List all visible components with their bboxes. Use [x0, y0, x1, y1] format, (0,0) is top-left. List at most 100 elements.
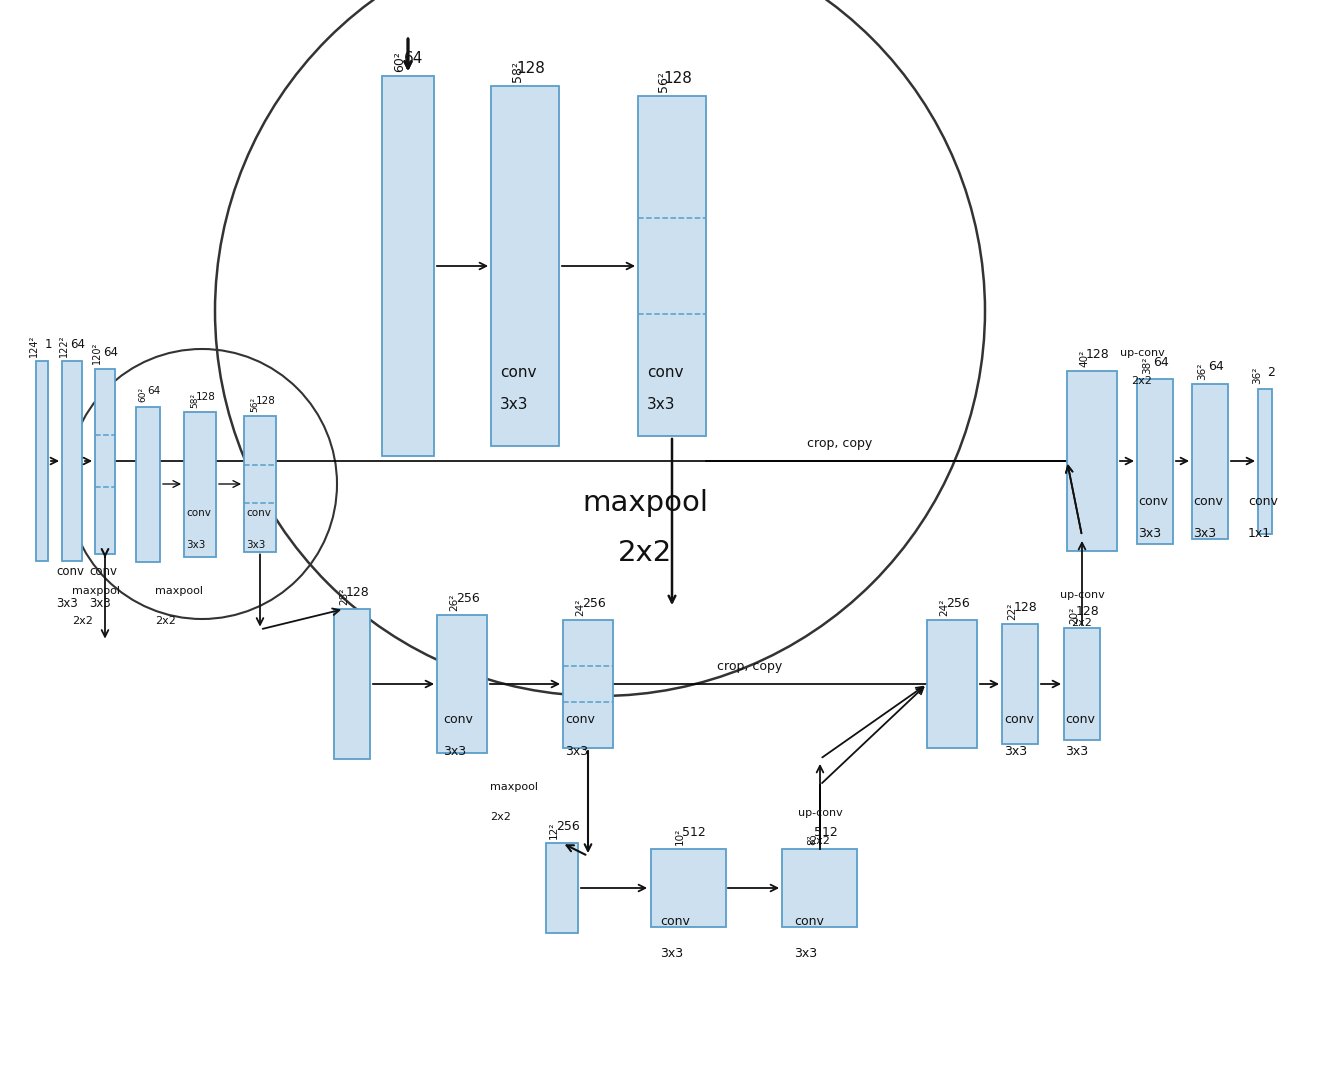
Bar: [381, 76, 434, 456]
Text: 3x3: 3x3: [500, 397, 528, 411]
Bar: [95, 369, 115, 553]
Text: 128: 128: [516, 61, 545, 76]
Text: up-conv: up-conv: [1060, 589, 1105, 600]
Text: 128: 128: [664, 71, 693, 86]
Bar: [244, 417, 276, 551]
Text: 3x3: 3x3: [55, 597, 78, 610]
Text: 3x3: 3x3: [246, 540, 265, 550]
Text: 64: 64: [1154, 355, 1170, 369]
Text: conv: conv: [1138, 495, 1168, 508]
Text: 26²: 26²: [449, 594, 459, 611]
Text: 64: 64: [70, 338, 86, 351]
Text: 512: 512: [682, 826, 706, 839]
Text: conv: conv: [647, 365, 684, 379]
Text: 36²: 36²: [1251, 367, 1262, 385]
Bar: [62, 361, 82, 561]
Text: 3x3: 3x3: [88, 597, 111, 610]
Text: conv: conv: [246, 508, 271, 518]
Bar: [927, 620, 977, 748]
Bar: [136, 406, 160, 562]
Text: 24²: 24²: [576, 599, 585, 616]
Text: 3x3: 3x3: [1138, 527, 1162, 540]
Text: 128: 128: [1076, 605, 1100, 618]
Text: conv: conv: [660, 915, 690, 928]
Text: 128: 128: [1086, 348, 1110, 361]
Text: conv: conv: [444, 713, 473, 726]
Text: 3x3: 3x3: [647, 397, 676, 411]
Text: 10²: 10²: [675, 828, 685, 845]
Text: 60²: 60²: [139, 387, 148, 403]
Text: 2x2: 2x2: [1072, 618, 1093, 628]
Text: 2: 2: [1267, 366, 1275, 378]
Bar: [1002, 624, 1038, 744]
Text: 56²: 56²: [251, 398, 260, 413]
Text: crop, copy: crop, copy: [808, 437, 873, 450]
Text: 256: 256: [946, 597, 970, 610]
Text: conv: conv: [565, 713, 595, 726]
Text: 120²: 120²: [92, 342, 102, 365]
Text: maxpool: maxpool: [73, 586, 120, 596]
Text: conv: conv: [1005, 713, 1034, 726]
Text: maxpool: maxpool: [154, 586, 203, 596]
Text: maxpool: maxpool: [582, 489, 708, 517]
Text: conv: conv: [88, 565, 117, 578]
Text: 128: 128: [197, 391, 216, 402]
Text: 1: 1: [45, 338, 51, 351]
Bar: [334, 609, 370, 759]
Text: 3x3: 3x3: [660, 947, 684, 960]
Bar: [1064, 628, 1100, 740]
Text: maxpool: maxpool: [490, 782, 539, 792]
Text: 3x3: 3x3: [1005, 745, 1027, 758]
Bar: [491, 86, 558, 446]
Text: 3x3: 3x3: [795, 947, 817, 960]
Text: 3x3: 3x3: [444, 745, 466, 758]
Bar: [36, 361, 48, 561]
Bar: [183, 411, 216, 556]
Text: conv: conv: [1193, 495, 1222, 508]
Bar: [546, 843, 578, 933]
Text: 256: 256: [457, 592, 480, 605]
Text: conv: conv: [795, 915, 824, 928]
Text: 2x2: 2x2: [618, 539, 672, 567]
Text: 3x3: 3x3: [565, 745, 589, 758]
Bar: [638, 96, 706, 436]
Text: 40²: 40²: [1078, 350, 1089, 367]
Bar: [437, 615, 487, 753]
Text: 2x2: 2x2: [154, 616, 176, 626]
Text: 28²: 28²: [339, 587, 348, 605]
Bar: [1192, 384, 1228, 538]
Text: conv: conv: [186, 508, 211, 518]
Text: crop, copy: crop, copy: [717, 660, 783, 673]
Text: 64: 64: [103, 345, 119, 358]
Text: 256: 256: [582, 597, 606, 610]
Text: 3x3: 3x3: [1193, 527, 1216, 540]
Text: 1x1: 1x1: [1247, 527, 1271, 540]
Text: 58²: 58²: [190, 392, 199, 407]
Text: 8²: 8²: [807, 835, 817, 845]
Text: 22²: 22²: [1007, 602, 1016, 620]
Bar: [1258, 388, 1272, 533]
Text: 64: 64: [404, 51, 424, 66]
Text: conv: conv: [1247, 495, 1278, 508]
Text: 128: 128: [1014, 601, 1038, 614]
Text: 12²: 12²: [549, 822, 558, 839]
Text: 20²: 20²: [1069, 607, 1078, 624]
Text: 122²: 122²: [59, 335, 69, 357]
Text: 36²: 36²: [1197, 362, 1206, 379]
Text: 512: 512: [814, 826, 838, 839]
Text: 64: 64: [148, 387, 161, 397]
Text: 58²: 58²: [511, 61, 524, 82]
Text: up-conv: up-conv: [797, 808, 842, 818]
Text: 2x2: 2x2: [490, 812, 511, 822]
Bar: [564, 620, 612, 748]
Text: conv: conv: [500, 365, 536, 379]
Text: 128: 128: [256, 397, 276, 406]
Text: 2x2: 2x2: [1131, 376, 1152, 386]
Text: up-conv: up-conv: [1119, 348, 1164, 358]
Text: 128: 128: [346, 586, 370, 599]
Bar: [1067, 371, 1117, 551]
Bar: [651, 849, 726, 927]
Text: 2x2: 2x2: [809, 836, 830, 846]
Text: 2x2: 2x2: [73, 616, 92, 626]
Text: conv: conv: [55, 565, 84, 578]
